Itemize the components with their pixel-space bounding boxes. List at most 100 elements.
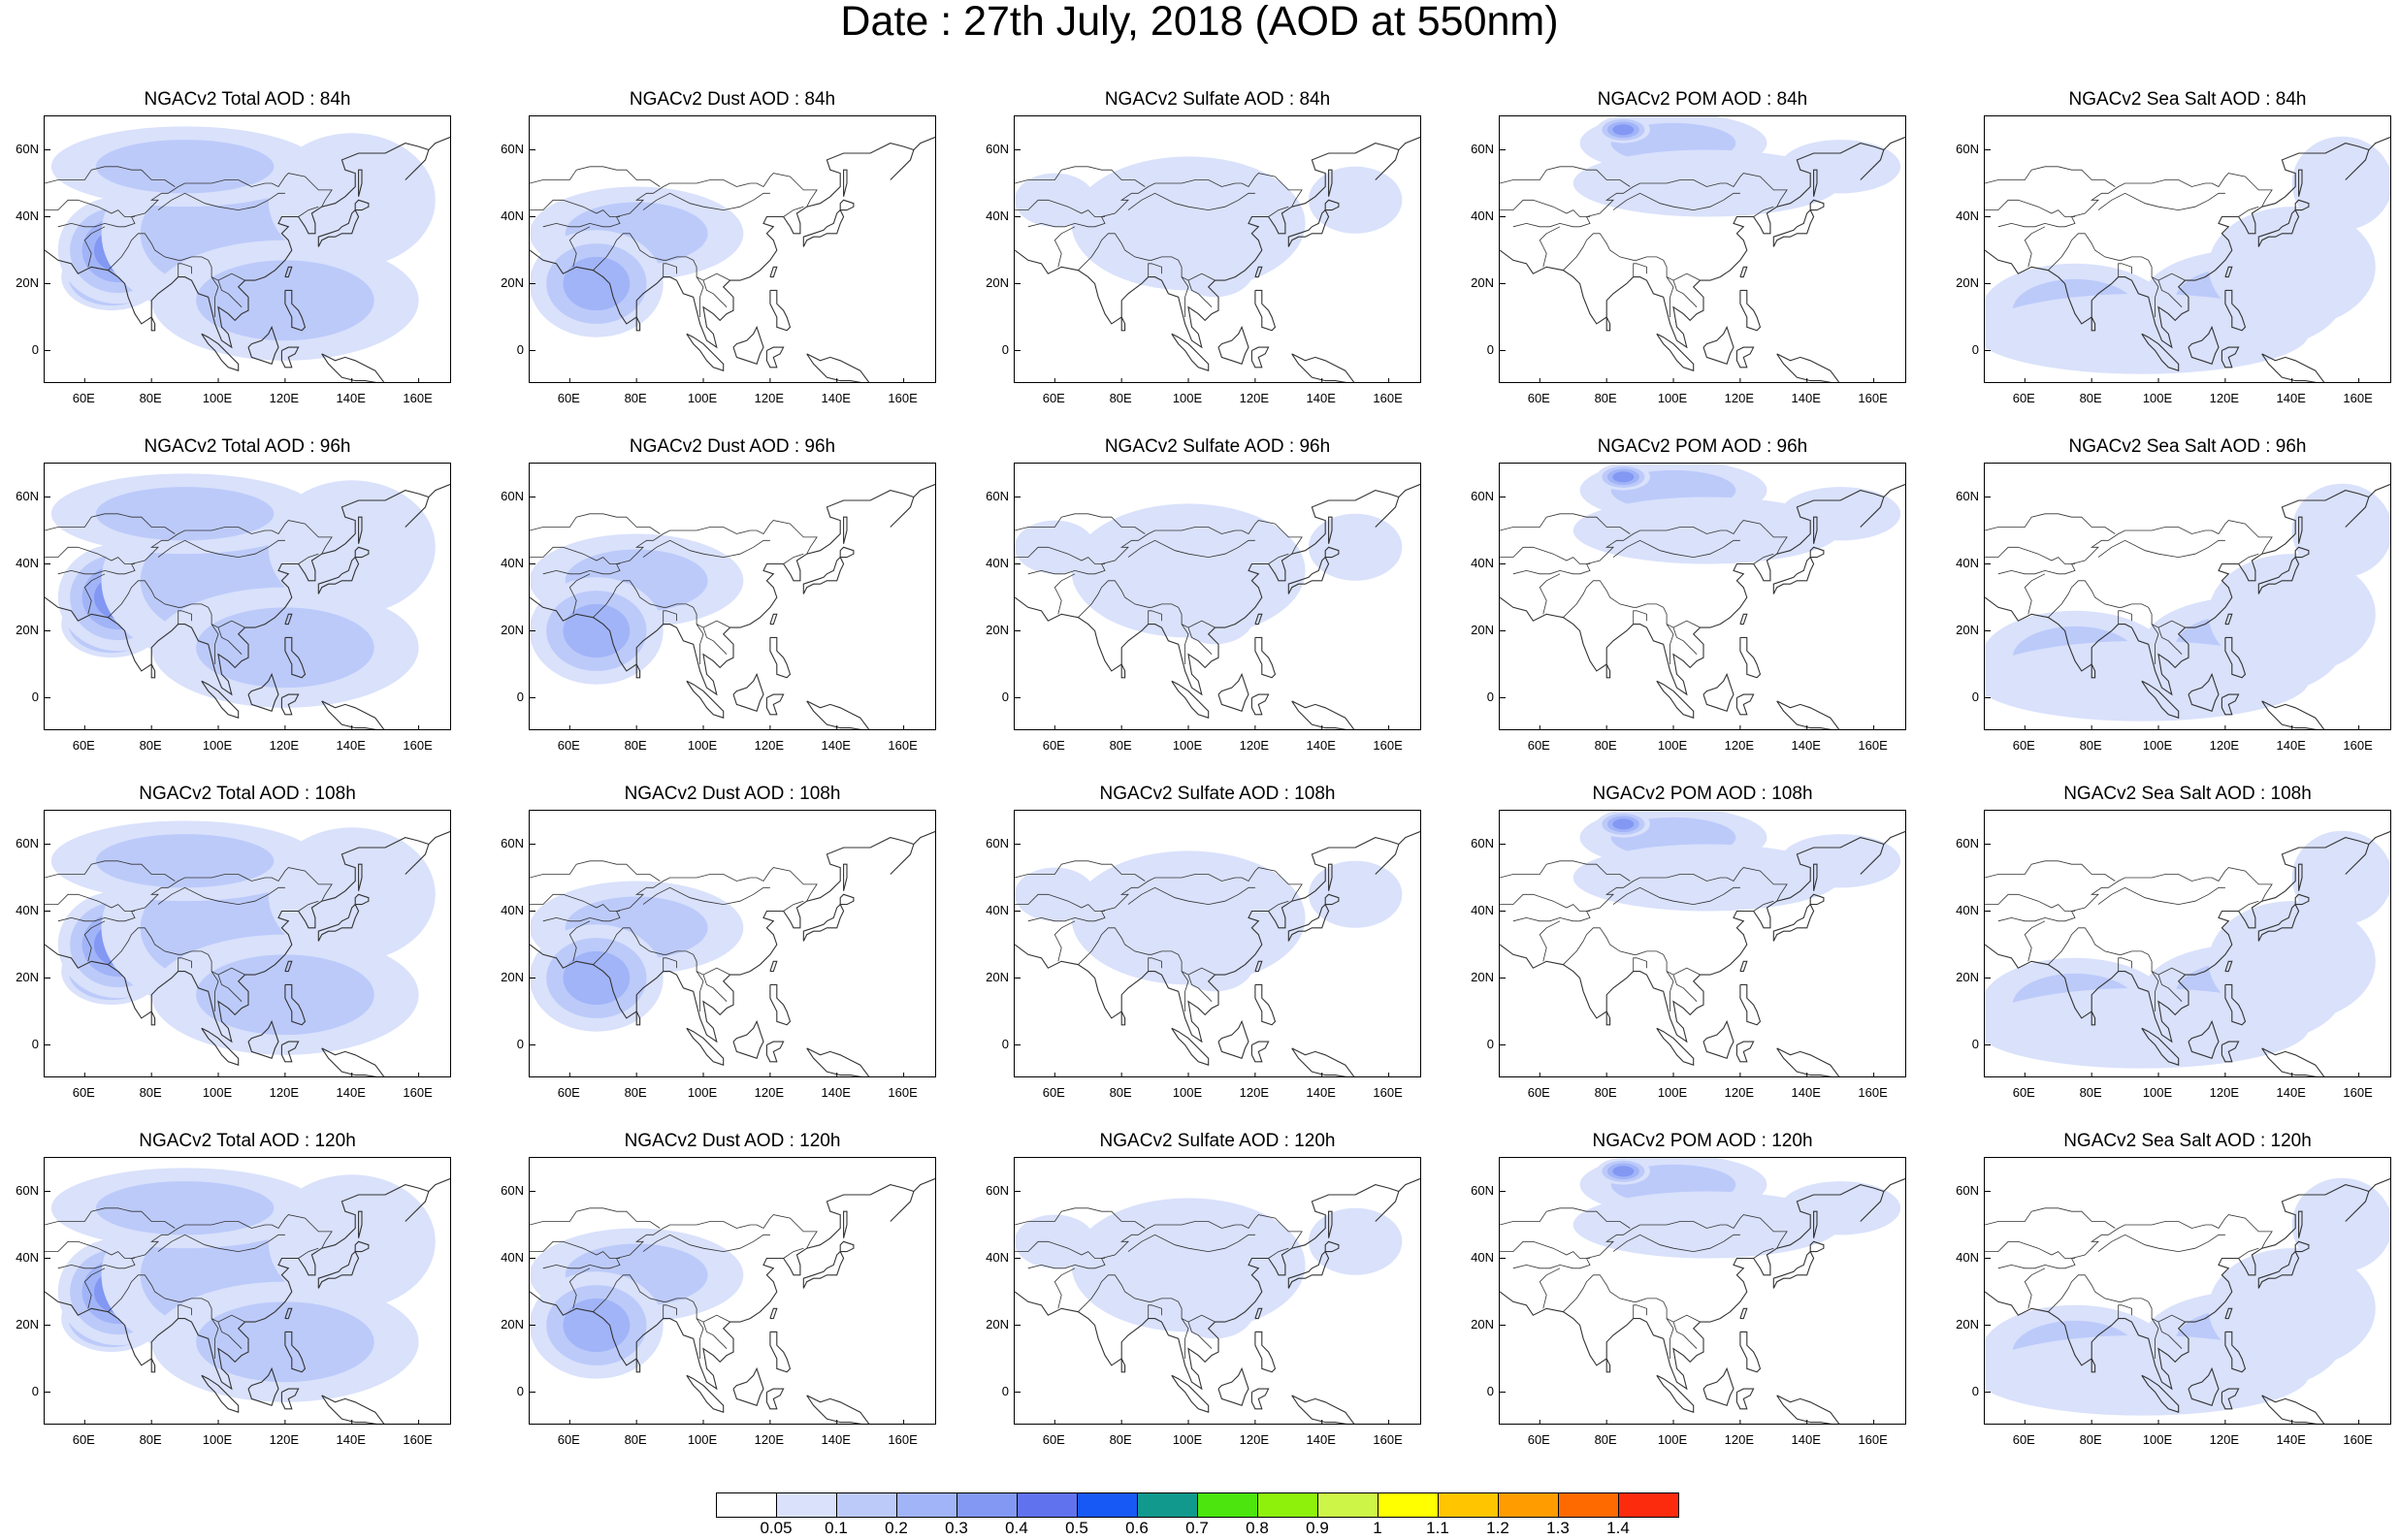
coastline: [635, 1011, 641, 1026]
aod-map: [1985, 136, 2390, 382]
colorbar-label: 0.7: [1185, 1519, 1209, 1537]
coastline: [890, 1191, 915, 1222]
country-border: [83, 226, 106, 268]
coastline: [405, 844, 430, 875]
lat-tick-label: 0: [1971, 1036, 1979, 1051]
lon-tick-label: 120E: [269, 1432, 300, 1447]
coastline: [732, 672, 764, 712]
lon-tick-label: 100E: [1172, 738, 1203, 753]
lat-tick-label: 60N: [986, 1182, 1009, 1198]
coastline: [2091, 316, 2096, 332]
map-frame: [529, 1157, 936, 1425]
country-border: [593, 233, 730, 281]
lon-tick-label: 160E: [1373, 391, 1403, 405]
aod-map: [1015, 830, 1420, 1076]
lon-tick-label: 60E: [1527, 1085, 1550, 1100]
coastline: [1739, 960, 1748, 973]
panel-title: NGACv2 Sea Salt AOD : 120h: [2063, 1131, 2312, 1151]
coastline: [1739, 289, 1762, 332]
country-border: [178, 263, 192, 277]
colorbar-label: 0.3: [945, 1519, 968, 1537]
coastline: [1739, 1307, 1748, 1320]
lat-tick-label: 40N: [1956, 208, 1979, 223]
coastline: [2221, 346, 2240, 369]
coastline: [1813, 169, 1818, 197]
country-border: [45, 166, 176, 187]
map-frame: [1984, 115, 2391, 383]
coastline: [1860, 1191, 1885, 1222]
country-border: [568, 1267, 591, 1309]
lat-tick-label: 60N: [1471, 488, 1494, 503]
coastline: [1739, 636, 1762, 679]
country-border: [1753, 1247, 1774, 1259]
coastline: [1120, 663, 1126, 679]
lon-tick-label: 100E: [2142, 1432, 2173, 1447]
country-border: [2157, 974, 2183, 1002]
lat-tick-label: 40N: [16, 1249, 39, 1265]
map-panel-total: NGACv2 Total AOD : 84h 60N 40N 20N 0 60E 80E 10…: [0, 89, 451, 433]
coastline: [1809, 1240, 1825, 1253]
country-border: [45, 1207, 176, 1229]
coastline: [1171, 1027, 1210, 1066]
panel-title: NGACv2 Sulfate AOD : 120h: [1099, 1131, 1336, 1151]
lon-tick-label: 120E: [754, 391, 785, 405]
coastline: [1217, 672, 1249, 712]
coastline: [280, 693, 300, 716]
coastline: [2261, 1047, 2325, 1076]
country-border: [1985, 199, 2075, 217]
lon-tick-label: 100E: [2142, 738, 2173, 753]
coastline: [1813, 1210, 1818, 1238]
lat-tick-label: 40N: [16, 902, 39, 917]
map-panel-pom: NGACv2 POM AOD : 84h 60N 40N 20N 0 60E 80E 100E…: [1455, 89, 1906, 433]
panel-title: NGACv2 Sulfate AOD : 96h: [1104, 436, 1331, 457]
coastline: [1291, 700, 1355, 729]
lon-tick-label: 80E: [1594, 1432, 1617, 1447]
coastline: [1250, 693, 1270, 716]
coastline: [843, 1210, 848, 1238]
lat-tick-label: 20N: [1471, 622, 1494, 637]
coastline: [765, 346, 785, 369]
map-frame: [1499, 115, 1906, 383]
coastline: [284, 289, 307, 332]
coastline: [1772, 903, 1815, 942]
coastline: [1500, 830, 1905, 1043]
aod-contour: [1308, 1207, 1403, 1275]
map-panel-seasalt: NGACv2 Sea Salt AOD : 120h 60N 40N 20N 0 60E 8…: [1940, 1131, 2391, 1475]
country-border: [593, 927, 730, 976]
lon-tick-label: 140E: [336, 738, 366, 753]
lat-tick-label: 0: [1486, 689, 1494, 704]
country-border: [1672, 1321, 1698, 1349]
map-frame: [1984, 810, 2391, 1077]
lat-tick-label: 0: [516, 341, 524, 357]
aod-map: [530, 136, 935, 382]
lon-tick-label: 80E: [139, 1085, 162, 1100]
coastline: [2188, 672, 2220, 712]
country-border: [1127, 1234, 1255, 1253]
coastline: [1250, 1041, 1270, 1063]
coastline: [284, 613, 293, 626]
coastline: [2224, 613, 2233, 626]
lon-tick-label: 60E: [557, 1432, 580, 1447]
map-frame: [529, 463, 936, 730]
lat-tick-label: 60N: [1956, 488, 1979, 503]
lat-tick-label: 20N: [1471, 274, 1494, 290]
lon-tick-label: 140E: [821, 738, 851, 753]
aod-contour: [268, 480, 436, 615]
lon-tick-label: 140E: [1791, 391, 1821, 405]
country-border: [108, 1274, 245, 1323]
coastline: [1375, 497, 1400, 528]
coastline: [686, 1374, 725, 1413]
coastline: [1702, 1019, 1734, 1059]
country-border: [1015, 546, 1105, 564]
lat-tick-label: 0: [516, 689, 524, 704]
colorbar-swatch: [1438, 1492, 1499, 1518]
lat-tick-label: 60N: [16, 1182, 39, 1198]
coastline: [317, 209, 360, 247]
aod-contour: [1015, 867, 1095, 921]
lat-tick-label: 0: [1486, 1383, 1494, 1398]
lon-tick-label: 100E: [2142, 391, 2173, 405]
coastline: [769, 266, 778, 278]
lat-tick-label: 60N: [16, 488, 39, 503]
country-border: [1539, 920, 1561, 962]
lat-tick-label: 20N: [1956, 1316, 1979, 1331]
